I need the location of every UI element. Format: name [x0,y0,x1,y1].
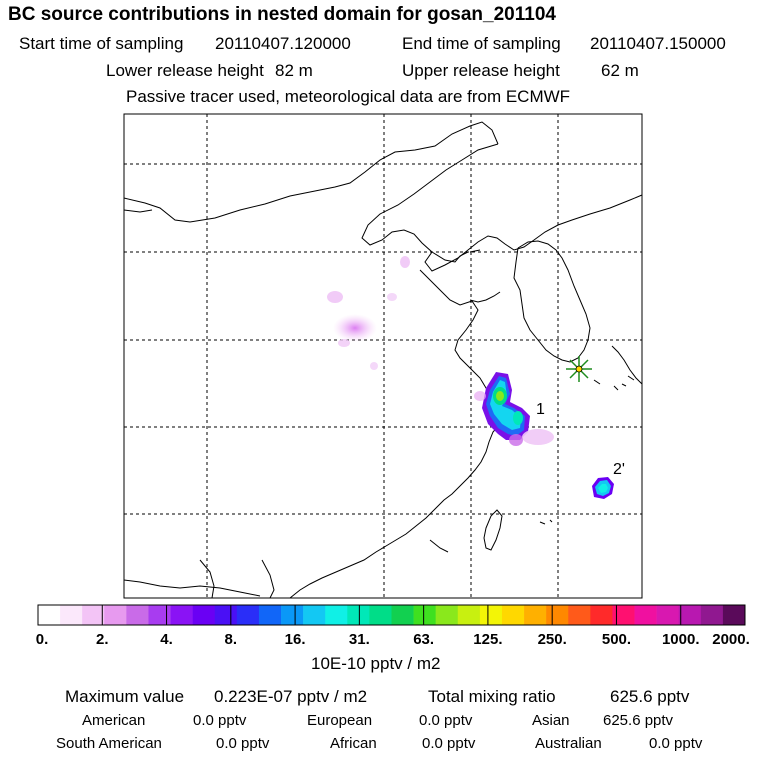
colorbar-swatch [281,605,304,625]
african-value: 0.0 pptv [422,735,476,752]
upper-height-label: Upper release height [402,61,560,80]
end-time-label: End time of sampling [402,34,561,53]
colorbar-swatch [214,605,238,625]
colorbar-tick-label: 250. [537,631,567,648]
colorbar-swatch [656,605,680,625]
page-title: BC source contributions in nested domain… [8,4,556,25]
colorbar-swatch [700,605,724,625]
american-value: 0.0 pptv [193,712,247,729]
colorbar-swatch [479,605,503,625]
colorbar-swatch [369,605,392,625]
colorbar-swatch [524,605,547,625]
colorbar-tick-label: 2000. [712,631,750,648]
colorbar-swatch [546,605,569,625]
south-american-label: South American [56,735,162,752]
colorbar-swatch [325,605,348,625]
plume-north-china [327,256,410,370]
colorbar-swatch [457,605,481,625]
colorbar-tick-label: 125. [473,631,503,648]
european-label: European [307,712,373,729]
total-mixing-value: 625.6 pptv [610,687,690,706]
australian-value: 0.0 pptv [649,735,703,752]
lower-height-value: 82 m [275,61,313,80]
colorbar-swatch [413,605,436,625]
colorbar-swatch [38,605,61,625]
map-frame [123,113,643,599]
colorbar-swatch [126,605,149,625]
hotspot-yangtze-delta [474,372,554,446]
colorbar-swatch [435,605,459,625]
colorbar-tick-label: 2. [96,631,109,648]
tracer-note: Passive tracer used, meteorological data… [126,87,571,106]
coastlines [123,121,643,599]
end-time-value: 20110407.150000 [590,34,726,53]
colorbar-swatch [347,605,370,625]
african-label: African [330,735,377,752]
colorbar-tick-label: 16. [284,631,306,648]
colorbar-swatch [82,605,105,625]
south-american-value: 0.0 pptv [216,735,270,752]
colorbar-swatch [236,605,260,625]
max-value: 0.223E-07 pptv / m2 [214,687,368,706]
asian-value: 625.6 pptv [603,712,674,729]
colorbar-tick-label: 0. [35,631,49,648]
asian-label: Asian [532,712,570,729]
colorbar-swatch [612,605,635,625]
colorbar-swatch [148,605,171,625]
total-mixing-label: Total mixing ratio [428,687,556,706]
start-time-value: 20110407.120000 [215,34,351,53]
colorbar-swatch [391,605,414,625]
colorbar-swatch [590,605,613,625]
colorbar-swatch [722,605,746,625]
cluster-label-2: 2' [613,461,625,478]
colorbar-swatch [104,605,127,625]
gosan-receptor-star [566,356,592,382]
hotspot-east-china-sea [592,477,614,499]
colorbar-swatch [568,605,591,625]
lower-height-label: Lower release height [106,61,264,80]
colorbar-tick-label: 31. [348,631,370,648]
colorbar-tick-label: 63. [413,631,435,648]
colorbar-tick-label: 500. [601,631,632,648]
colorbar-swatch [258,605,282,625]
max-value-label: Maximum value [65,687,185,706]
colorbar-swatch [170,605,193,625]
colorbar-swatch [60,605,83,625]
colorbar-swatch [303,605,326,625]
colorbar-swatch [678,605,702,625]
european-value: 0.0 pptv [419,712,473,729]
colorbar-tick-label: 1000. [661,631,700,648]
colorbar-swatch [192,605,216,625]
colorbar-unit: 10E-10 pptv / m2 [311,654,441,673]
upper-height-value: 62 m [601,61,639,80]
colorbar-swatch [501,605,525,625]
cluster-label-1: 1 [536,401,545,418]
colorbar-tick-label: 8. [224,631,238,648]
grid-lines [124,114,642,598]
colorbar [37,604,746,626]
colorbar-tick-label: 4. [160,631,173,648]
american-label: American [82,712,146,729]
start-time-label: Start time of sampling [19,34,184,53]
australian-label: Australian [535,735,602,752]
colorbar-swatch [634,605,657,625]
